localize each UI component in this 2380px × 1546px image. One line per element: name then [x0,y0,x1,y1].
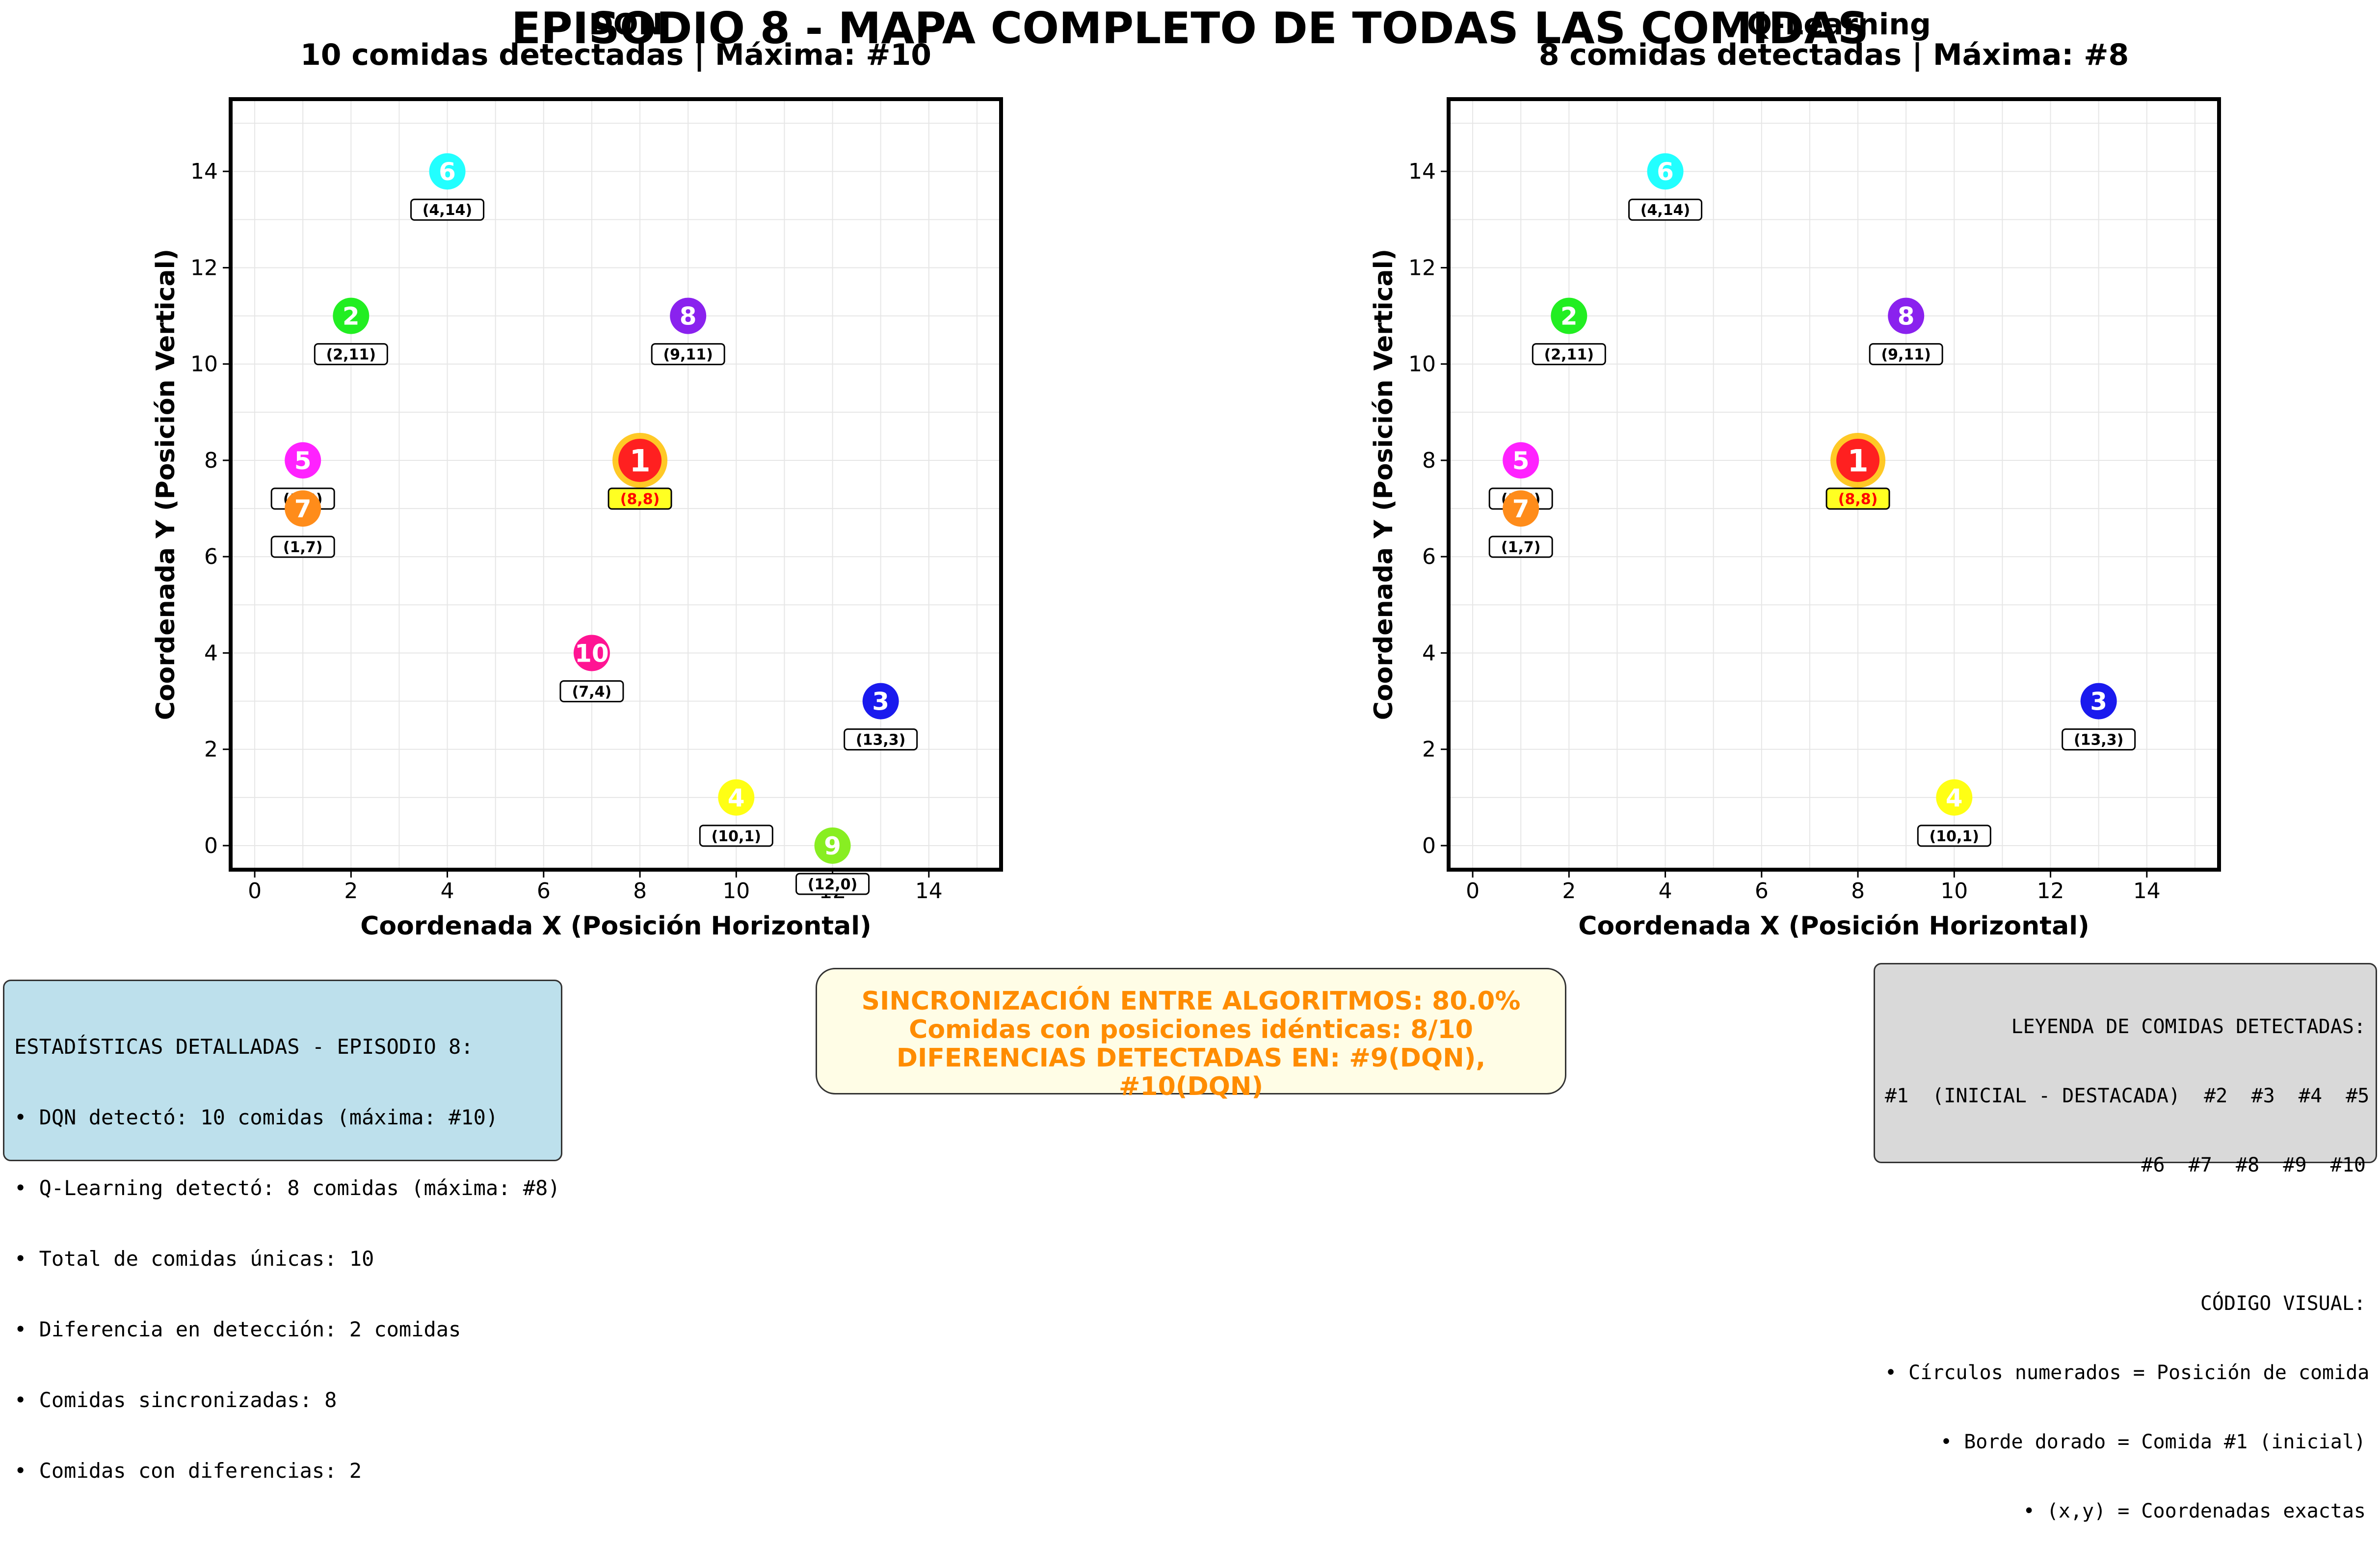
x-tick-label: 6 [537,879,551,904]
x-tick-label: 4 [1659,879,1672,904]
food-number: 8 [680,302,697,331]
sync-line: DIFERENCIAS DETECTADAS EN: #9(DQN), #10(… [827,1044,1555,1101]
coord-label: (1,7) [283,539,323,556]
coord-label: (2,11) [1544,347,1594,364]
y-tick-label: 0 [204,833,218,858]
chart-title: 8 comidas detectadas | Máxima: #8 [1539,38,2129,72]
chart-panel-dqn: 024681012140246810121410 comidas detecta… [151,38,1001,941]
stats-line: • Comidas sincronizadas: 8 [14,1388,551,1412]
x-tick-label: 10 [1940,879,1968,904]
coord-label: (8,8) [1838,491,1878,508]
y-axis-label: Coordenada Y (Posición Vertical) [1369,249,1399,720]
food-number: 3 [872,688,889,716]
y-tick-label: 2 [204,737,218,762]
food-number: 6 [1657,158,1674,186]
y-tick-label: 12 [190,255,218,280]
x-tick-label: 0 [1466,879,1480,904]
stats-line: ESTADÍSTICAS DETALLADAS - EPISODIO 8: [14,1035,551,1059]
y-tick-label: 10 [190,352,218,377]
y-tick-label: 14 [190,159,218,184]
legend-line: • Círculos numerados = Posición de comid… [1885,1361,2366,1385]
food-number: 9 [824,832,841,860]
sync-box: SINCRONIZACIÓN ENTRE ALGORITMOS: 80.0% C… [816,968,1566,1094]
coord-label: (8,8) [620,491,660,508]
legend-line: CÓDIGO VISUAL: [1885,1292,2366,1315]
food-number: 8 [1898,302,1915,331]
y-tick-label: 8 [1422,448,1436,473]
sync-line: SINCRONIZACIÓN ENTRE ALGORITMOS: 80.0% [827,987,1555,1015]
coord-label: (4,14) [1640,202,1690,219]
x-tick-label: 0 [248,879,262,904]
x-axis-label: Coordenada X (Posición Horizontal) [360,911,872,941]
food-number: 5 [294,447,312,475]
legend-line: #1 (INICIAL - DESTACADA) #2 #3 #4 #5 [1885,1085,2366,1108]
x-tick-label: 2 [1562,879,1576,904]
food-number: 1 [1847,443,1868,479]
stats-line: • DQN detectó: 10 comidas (máxima: #10) [14,1106,551,1129]
stats-line: • Total de comidas únicas: 10 [14,1247,551,1271]
plot-area [1449,99,2219,870]
legend-line: • Borde dorado = Comida #1 (inicial) [1885,1431,2366,1454]
figure-canvas: 024681012140246810121410 comidas detecta… [0,0,2380,952]
stats-line: • Q-Learning detectó: 8 comidas (máxima:… [14,1176,551,1200]
food-number: 6 [439,158,456,186]
x-tick-label: 14 [915,879,943,904]
coord-label: (7,4) [572,683,612,700]
food-number: 5 [1512,447,1530,475]
y-tick-label: 0 [1422,833,1436,858]
x-tick-label: 10 [722,879,750,904]
x-axis-label: Coordenada X (Posición Horizontal) [1578,911,2089,941]
y-tick-label: 6 [1422,544,1436,569]
coord-label: (13,3) [856,732,905,749]
coord-label: (12,0) [808,876,857,893]
coord-label: (13,3) [2074,732,2123,749]
food-number: 1 [629,443,650,479]
legend-line: • (x,y) = Coordenadas exactas [1885,1500,2366,1523]
coord-label: (2,11) [326,347,376,364]
stats-line: • Diferencia en detección: 2 comidas [14,1318,551,1341]
food-number: 4 [1946,784,1963,812]
sync-line: Comidas con posiciones idénticas: 8/10 [827,1015,1555,1044]
coord-label: (10,1) [1930,828,1979,845]
food-number: 3 [2090,688,2107,716]
food-number: 10 [575,639,609,667]
food-number: 4 [728,784,745,812]
x-tick-label: 6 [1755,879,1769,904]
coord-label: (9,11) [1881,347,1930,364]
food-marker-1: 1 (8,8) [1826,433,1889,509]
coord-label: (10,1) [712,828,761,845]
food-number: 7 [1512,495,1530,523]
y-tick-label: 6 [204,544,218,569]
food-number: 2 [343,302,360,331]
x-tick-label: 12 [2037,879,2064,904]
y-tick-label: 14 [1408,159,1436,184]
coord-label: (1,7) [1501,539,1541,556]
y-tick-label: 12 [1408,255,1436,280]
coord-label: (9,11) [663,347,713,364]
y-tick-label: 2 [1422,737,1436,762]
x-tick-label: 14 [2133,879,2161,904]
plot-area [231,99,1001,870]
x-tick-label: 8 [633,879,647,904]
chart-title: 10 comidas detectadas | Máxima: #10 [300,38,931,72]
x-tick-label: 2 [344,879,358,904]
legend-line [1885,1223,2366,1246]
y-axis-label: Coordenada Y (Posición Vertical) [151,249,181,720]
food-number: 2 [1560,302,1578,331]
stats-line: • Comidas con diferencias: 2 [14,1459,551,1483]
y-tick-label: 4 [204,640,218,666]
y-tick-label: 8 [204,448,218,473]
x-tick-label: 4 [441,879,454,904]
y-tick-label: 10 [1408,352,1436,377]
food-marker-1: 1 (8,8) [608,433,671,509]
y-tick-label: 4 [1422,640,1436,666]
food-number: 7 [294,495,312,523]
legend-box: LEYENDA DE COMIDAS DETECTADAS: #1 (INICI… [1874,963,2377,1163]
x-tick-label: 8 [1851,879,1865,904]
stats-box: ESTADÍSTICAS DETALLADAS - EPISODIO 8: • … [3,980,562,1161]
legend-line: LEYENDA DE COMIDAS DETECTADAS: [1885,1015,2366,1039]
coord-label: (4,14) [423,202,472,219]
